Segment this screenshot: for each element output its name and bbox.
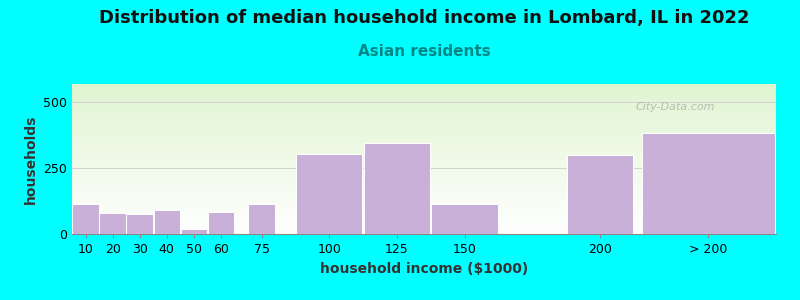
Y-axis label: households: households <box>23 114 38 204</box>
Text: Distribution of median household income in Lombard, IL in 2022: Distribution of median household income … <box>98 9 750 27</box>
Text: City-Data.com: City-Data.com <box>635 102 714 112</box>
Bar <box>567 155 633 234</box>
Bar <box>431 204 498 234</box>
Bar <box>72 204 99 234</box>
Bar <box>99 213 126 234</box>
Bar <box>154 210 180 234</box>
Bar <box>296 154 362 234</box>
Bar <box>248 204 275 234</box>
Bar <box>642 133 774 234</box>
Text: Asian residents: Asian residents <box>358 44 490 59</box>
Bar <box>208 212 234 234</box>
X-axis label: household income ($1000): household income ($1000) <box>320 262 528 276</box>
Bar <box>364 143 430 234</box>
Bar <box>181 229 207 234</box>
Bar <box>126 214 153 234</box>
